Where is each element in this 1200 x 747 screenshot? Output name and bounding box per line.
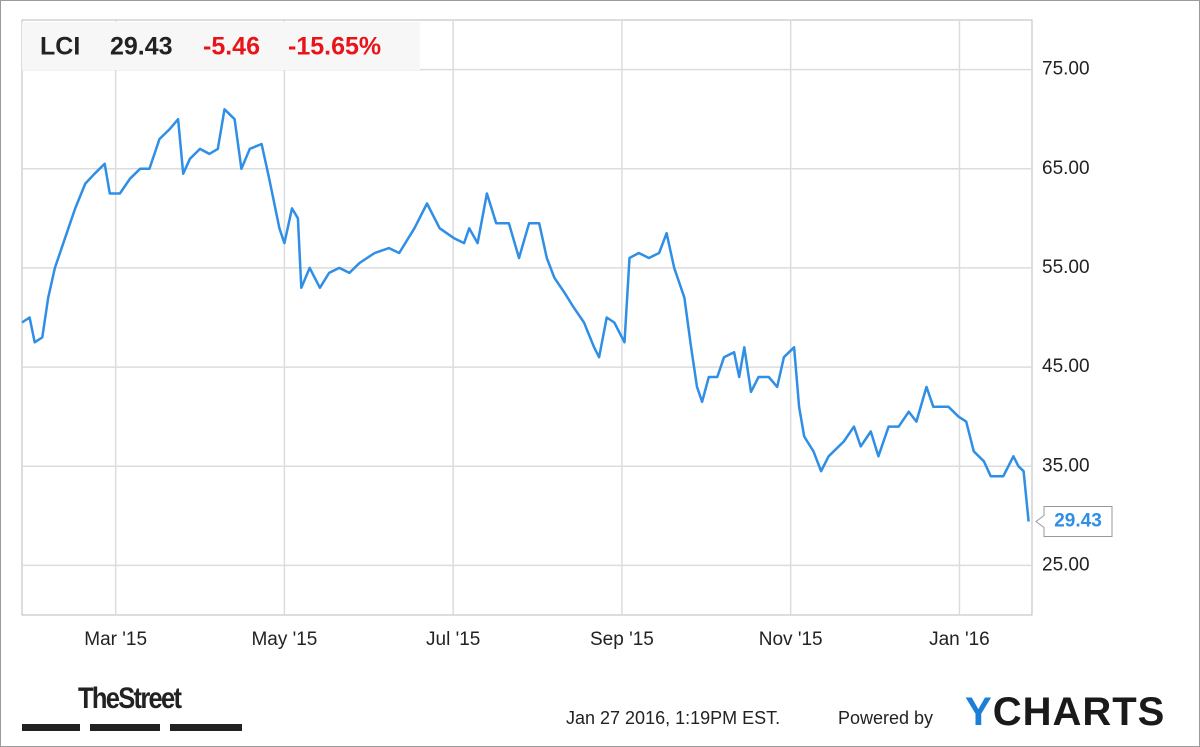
plot-area — [21, 19, 1033, 616]
timestamp: Jan 27 2016, 1:19PM EST. — [566, 708, 781, 728]
price: 29.43 — [110, 33, 173, 61]
y-tick-label: 55.00 — [1042, 257, 1090, 278]
x-tick-label: Mar '15 — [84, 629, 147, 650]
y-tick-label: 45.00 — [1042, 356, 1090, 377]
header-box — [22, 22, 420, 70]
x-tick-label: Jul '15 — [426, 629, 480, 650]
logo-bar — [22, 724, 80, 731]
y-tick-label: 25.00 — [1042, 554, 1090, 575]
x-tick-label: Sep '15 — [590, 629, 654, 650]
last-value-box — [1035, 505, 1113, 537]
logo-bar — [90, 724, 160, 731]
ycharts-logo: YCHARTS — [965, 690, 1166, 734]
x-tick-label: Jan '16 — [929, 629, 990, 650]
y-tick-label: 35.00 — [1042, 455, 1090, 476]
last-value-label: 29.43 — [1054, 511, 1102, 532]
price-line — [21, 108, 1030, 522]
ticker: LCI — [40, 33, 80, 61]
y-tick-label: 65.00 — [1042, 158, 1090, 179]
source-logo: TheStreet — [78, 682, 182, 715]
y-tick-label: 75.00 — [1042, 59, 1090, 80]
powered-by: Powered by — [838, 708, 934, 728]
logo-bar — [170, 724, 242, 731]
change-pct: -15.65% — [288, 33, 381, 61]
x-tick-label: Nov '15 — [759, 629, 823, 650]
x-tick-label: May '15 — [251, 629, 317, 650]
change: -5.46 — [203, 33, 260, 61]
grid — [22, 20, 1032, 615]
